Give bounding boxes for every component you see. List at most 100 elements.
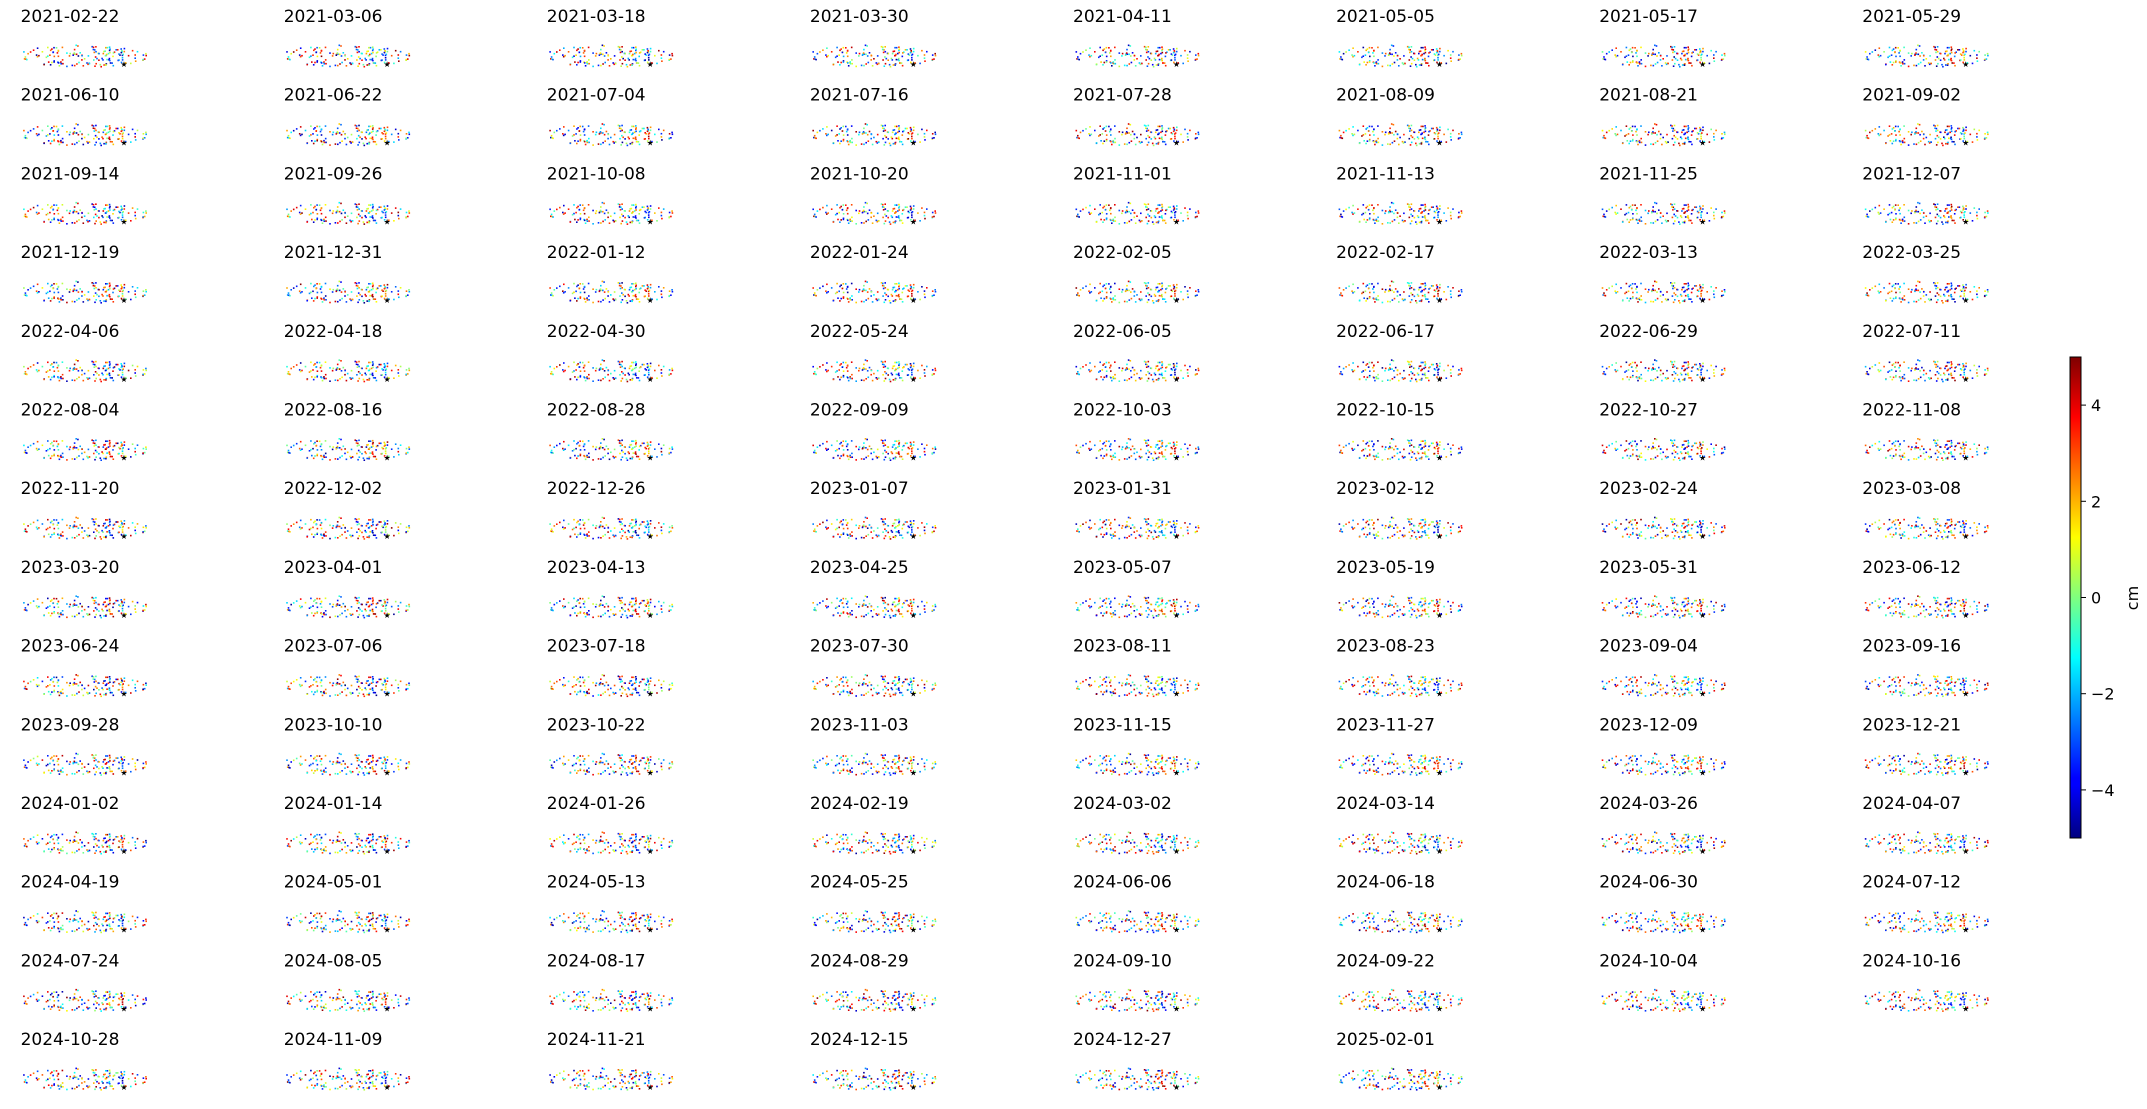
scatter-point	[885, 215, 888, 217]
scatter-point	[136, 365, 139, 368]
scatter-point	[53, 213, 56, 215]
scatter-point	[1640, 299, 1643, 301]
scatter-point	[376, 208, 379, 211]
scatter-point	[101, 57, 103, 60]
scatter-point	[909, 284, 912, 286]
scatter-point	[397, 293, 400, 296]
scatter-point	[66, 131, 68, 133]
scatter-point	[1687, 207, 1689, 209]
scatter-point	[1935, 65, 1938, 67]
scatter-point	[1102, 128, 1104, 130]
scatter-point	[1674, 215, 1677, 217]
scatter-point	[873, 215, 875, 217]
scatter-point	[109, 209, 111, 211]
scatter-point	[1685, 204, 1687, 206]
scatter-point	[1110, 62, 1112, 64]
scatter-point	[1339, 136, 1341, 139]
scatter-point	[35, 133, 38, 135]
scatter-point	[94, 65, 96, 67]
scatter-point	[600, 284, 602, 287]
scatter-point	[1424, 48, 1427, 50]
scatter-point	[98, 288, 100, 291]
scatter-point	[574, 218, 576, 221]
scatter-point	[1189, 129, 1191, 132]
scatter-point	[1650, 64, 1652, 67]
scatter-point	[116, 206, 119, 208]
scatter-point	[93, 59, 95, 61]
scatter-point	[374, 141, 377, 143]
scatter-point	[1433, 216, 1436, 219]
scatter-point	[1953, 213, 1956, 215]
scatter-point	[934, 210, 936, 212]
scatter-point	[1690, 134, 1693, 136]
scatter-point	[894, 283, 896, 285]
scatter-point	[1603, 137, 1606, 139]
scatter-point	[98, 52, 100, 55]
panel-2021-03-30: 2021-03-30★	[810, 7, 937, 69]
scatter-point	[1437, 211, 1439, 214]
scatter-point	[1361, 56, 1363, 59]
scatter-point	[120, 126, 122, 129]
scatter-point	[1358, 221, 1361, 223]
scatter-point	[1154, 52, 1157, 55]
scatter-point	[632, 46, 635, 49]
scatter-point	[357, 285, 359, 287]
scatter-point	[907, 132, 910, 134]
scatter-point	[842, 125, 845, 128]
scatter-point	[51, 127, 53, 129]
scatter-point	[1941, 300, 1943, 302]
scatter-point	[1699, 219, 1701, 221]
scatter-point	[1673, 46, 1676, 48]
scatter-point	[635, 125, 637, 127]
scatter-point	[816, 289, 819, 291]
scatter-point	[1935, 301, 1938, 304]
scatter-point	[397, 54, 400, 56]
scatter-point	[1918, 123, 1921, 126]
scatter-point	[836, 291, 838, 294]
scatter-point	[898, 207, 900, 209]
scatter-point	[102, 216, 104, 219]
scatter-point	[1161, 209, 1164, 211]
scatter-point	[635, 48, 637, 50]
scatter-point	[310, 55, 312, 57]
scatter-point	[604, 219, 606, 221]
scatter-point	[1652, 52, 1654, 54]
scatter-point	[369, 294, 371, 297]
scatter-point	[1930, 298, 1932, 301]
scatter-point	[398, 296, 400, 299]
scatter-point	[1413, 59, 1416, 61]
scatter-point	[81, 216, 83, 219]
scatter-point	[1377, 299, 1380, 301]
scatter-point	[1865, 136, 1868, 139]
scatter-point	[632, 283, 635, 285]
scatter-point	[1962, 130, 1964, 133]
scatter-point	[867, 297, 870, 300]
scatter-point	[849, 297, 851, 299]
scatter-point	[1082, 208, 1084, 211]
scatter-point	[1426, 219, 1429, 222]
scatter-point	[362, 300, 365, 302]
scatter-point	[109, 48, 111, 50]
scatter-point	[349, 219, 351, 222]
scatter-point	[121, 59, 124, 61]
scatter-point	[1878, 204, 1881, 207]
scatter-point	[586, 61, 588, 63]
scatter-point	[372, 127, 374, 129]
scatter-point	[826, 134, 828, 137]
scatter-point	[619, 59, 621, 61]
scatter-point	[1674, 293, 1677, 296]
scatter-point	[1371, 204, 1373, 206]
scatter-point	[1934, 48, 1936, 51]
scatter-point	[1877, 133, 1880, 135]
scatter-point	[1177, 219, 1179, 222]
scatter-point	[68, 291, 71, 293]
scatter-point	[1903, 59, 1906, 61]
scatter-point	[1459, 137, 1461, 139]
scatter-point	[1680, 295, 1683, 297]
scatter-point	[1403, 212, 1405, 215]
scatter-point	[898, 59, 900, 62]
scatter-point	[1450, 217, 1452, 220]
scatter-point	[355, 282, 358, 285]
scatter-point	[73, 131, 76, 133]
scatter-point	[1664, 140, 1667, 143]
